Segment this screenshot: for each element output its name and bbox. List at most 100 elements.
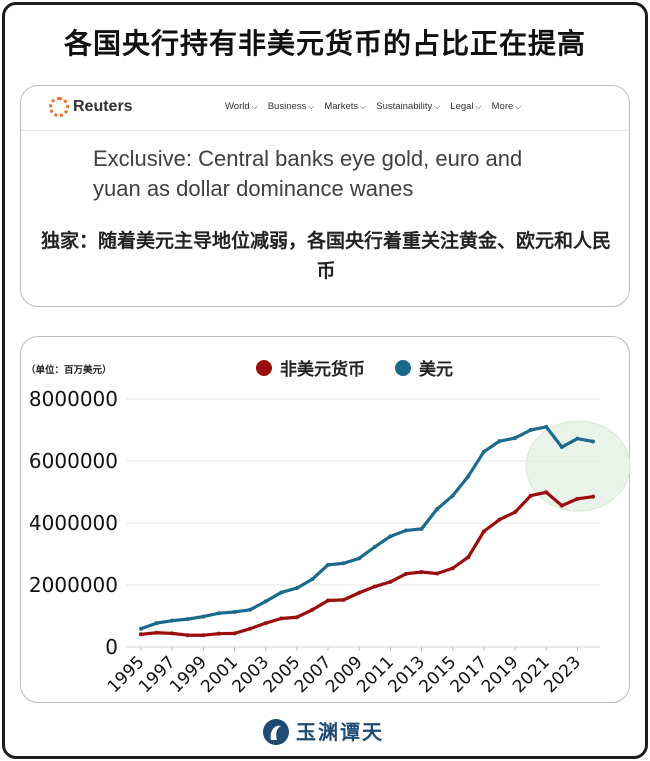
nav-label: World: [225, 101, 250, 112]
data-point-usd: [326, 562, 331, 567]
footer-logo: 玉渊谭天: [262, 718, 388, 746]
nav-item-markets[interactable]: Markets ⌵: [324, 101, 366, 112]
data-point-usd: [139, 626, 143, 631]
data-point-non-usd: [528, 493, 533, 498]
data-point-usd: [341, 561, 346, 566]
data-point-non-usd: [419, 569, 424, 574]
nav-item-sustainability[interactable]: Sustainability ⌵: [376, 101, 440, 112]
nav-label: Markets: [324, 101, 359, 112]
chevron-down-icon: ⌵: [251, 102, 258, 111]
highlight-ellipse: [525, 420, 631, 512]
reuters-logo-text: Reuters: [73, 98, 133, 115]
data-point-usd: [528, 428, 533, 432]
chevron-down-icon: ⌵: [360, 102, 367, 111]
series-line-usd: [140, 425, 594, 631]
data-point-non-usd: [139, 632, 143, 637]
y-tick-label: 8000000: [29, 387, 118, 411]
data-point-non-usd: [544, 490, 549, 495]
x-tick-label: 2023: [540, 652, 585, 697]
article-headline[interactable]: Exclusive: Central banks eye gold, euro …: [93, 146, 523, 201]
data-point-usd: [403, 528, 408, 533]
data-point-usd: [263, 599, 268, 604]
data-point-non-usd: [310, 607, 315, 612]
data-point-usd: [201, 614, 206, 619]
reuters-logo-icon: [49, 97, 69, 117]
data-point-usd: [497, 439, 502, 444]
legend-item-usd: 美元: [395, 355, 453, 380]
data-point-usd: [185, 617, 190, 622]
y-tick-label: 4000000: [29, 511, 118, 535]
data-point-usd: [388, 534, 393, 539]
data-point-usd: [154, 621, 159, 626]
data-point-usd: [248, 607, 253, 612]
nav-label: More: [491, 101, 514, 112]
data-point-usd: [170, 618, 175, 623]
nav-item-legal[interactable]: Legal ⌵: [450, 101, 481, 112]
data-point-usd: [294, 586, 299, 591]
series-line-non-usd: [140, 490, 594, 637]
legend-swatch-non-usd: [256, 359, 272, 376]
chevron-down-icon: ⌵: [475, 102, 482, 111]
data-point-usd: [435, 507, 440, 512]
data-point-non-usd: [372, 584, 377, 589]
legend-swatch-usd: [395, 359, 411, 376]
svg-text:玉渊谭天: 玉渊谭天: [296, 720, 384, 744]
data-point-usd: [481, 449, 486, 454]
data-point-usd: [357, 556, 362, 561]
data-point-non-usd: [263, 621, 268, 626]
data-point-non-usd: [170, 631, 175, 636]
news-screenshot-card: Reuters World ⌵ Business ⌵ Markets ⌵ Sustai…: [20, 85, 630, 307]
headline-translation: 独家：随着美元主导地位减弱，各国央行着重关注黄金、欧元和人民币: [40, 230, 611, 282]
data-point-usd: [466, 474, 471, 479]
data-point-usd: [419, 526, 424, 531]
data-point-usd: [559, 445, 564, 450]
legend-label: 美元: [419, 360, 453, 380]
y-tick-label: 6000000: [29, 449, 118, 473]
y-tick-label: 0: [105, 635, 118, 659]
data-point-non-usd: [388, 579, 393, 584]
yuyuan-tantian-logo-icon: [263, 719, 289, 745]
data-point-usd: [591, 439, 595, 444]
reuters-logo[interactable]: Reuters: [49, 97, 133, 117]
data-point-usd: [310, 577, 315, 582]
data-point-non-usd: [466, 555, 471, 560]
data-point-non-usd: [154, 630, 159, 635]
yuyuan-tantian-wordmark: 玉渊谭天: [296, 720, 384, 744]
reuters-navbar: Reuters World ⌵ Business ⌵ Markets ⌵ Sustai…: [21, 86, 629, 131]
data-point-non-usd: [185, 633, 190, 638]
data-point-non-usd: [497, 517, 502, 522]
data-point-non-usd: [575, 496, 580, 501]
data-point-non-usd: [513, 510, 518, 515]
data-point-non-usd: [216, 631, 221, 636]
data-point-non-usd: [248, 626, 253, 631]
nav-item-world[interactable]: World ⌵: [225, 101, 258, 112]
nav-label: Sustainability: [376, 101, 433, 112]
chart-legend: 非美元货币 美元: [256, 355, 475, 380]
chart-card: [20, 336, 630, 703]
data-point-usd: [372, 544, 377, 549]
data-point-usd: [513, 436, 518, 441]
data-point-usd: [216, 611, 221, 616]
y-tick-label: 2000000: [29, 573, 118, 597]
page-title: 各国央行持有非美元货币的占比正在提高: [63, 27, 586, 60]
data-point-usd: [575, 436, 580, 441]
data-point-usd: [450, 493, 455, 498]
data-point-non-usd: [341, 597, 346, 602]
data-point-non-usd: [232, 631, 237, 636]
data-point-non-usd: [450, 566, 455, 571]
data-point-non-usd: [279, 616, 284, 621]
data-point-non-usd: [294, 615, 299, 620]
data-point-usd: [544, 424, 549, 429]
chevron-down-icon: ⌵: [515, 102, 522, 111]
nav-item-more[interactable]: More ⌵: [492, 101, 522, 112]
legend-label: 非美元货币: [280, 360, 365, 380]
chevron-down-icon: ⌵: [434, 102, 441, 111]
nav-label: Legal: [450, 101, 474, 112]
unit-label: （单位：百万美元）: [26, 365, 112, 376]
data-point-non-usd: [591, 494, 595, 499]
data-point-usd: [232, 609, 237, 614]
nav-item-business[interactable]: Business ⌵: [268, 101, 315, 112]
legend-item-non-usd: 非美元货币: [256, 355, 365, 380]
